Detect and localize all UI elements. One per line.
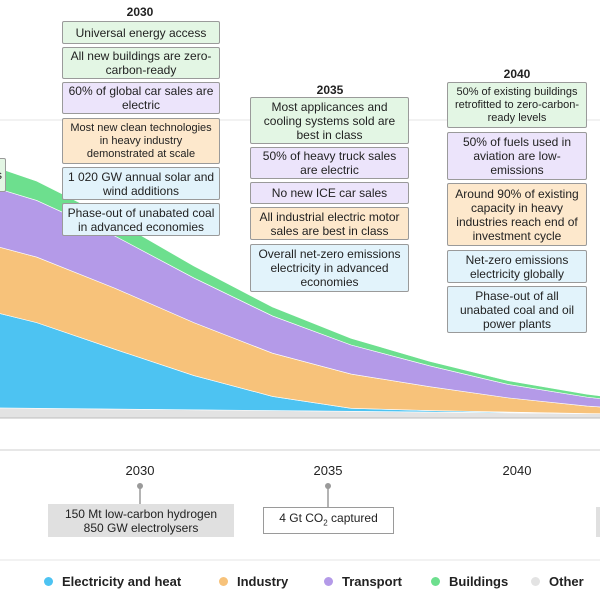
year-heading-2040: 2040 xyxy=(503,67,531,81)
x-tick-label: 2040 xyxy=(502,463,532,478)
milestone-2040-3: Around 90% of existing capacity in heavy… xyxy=(447,183,587,246)
ccus-prefix: 4 Gt CO xyxy=(279,510,324,525)
legend-swatch xyxy=(431,577,440,586)
ccus-connector-dot xyxy=(325,483,331,489)
chart-legend: Electricity and heat Industry Transport … xyxy=(0,574,600,594)
ccus-note-text: 4 Gt CO2 captured xyxy=(279,511,378,530)
legend-label: Buildings xyxy=(449,574,509,589)
x-tick-label: 2035 xyxy=(313,463,343,478)
milestone-2035-3: No new ICE car sales xyxy=(250,182,409,204)
milestone-2040-1: 50% of existing buildings retrofitted to… xyxy=(447,82,587,128)
milestone-text: 1 020 GW annual solar and wind additions xyxy=(67,169,215,198)
legend-item-buildings: Buildings xyxy=(431,574,508,589)
milestone-2035-5: Overall net-zero emissions electricity i… xyxy=(250,244,409,292)
milestone-2030-5: 1 020 GW annual solar and wind additions xyxy=(62,167,220,200)
legend-label: Electricity and heat xyxy=(62,574,182,589)
milestone-text: Around 90% of existing capacity in heavy… xyxy=(455,186,579,243)
ccus-note: 4 Gt CO2 captured xyxy=(263,507,394,534)
milestone-2040-4: Net-zero emissions electricity globally xyxy=(447,250,587,283)
milestone-2040-2: 50% of fuels used in aviation are low-em… xyxy=(447,132,587,180)
chart-areas xyxy=(0,168,600,419)
milestone-2035-4: All industrial electric motor sales are … xyxy=(250,207,409,240)
hydrogen-connector-dot xyxy=(137,483,143,489)
milestone-text: Most applicances and cooling systems sol… xyxy=(263,99,396,142)
legend-swatch xyxy=(219,577,228,586)
milestone-text: 60% of global car sales are electric xyxy=(68,84,214,112)
legend-item-other: Other xyxy=(531,574,584,589)
milestone-text: All industrial electric motor sales are … xyxy=(259,209,400,238)
year-heading-2030: 2030 xyxy=(126,5,154,19)
legend-label: Other xyxy=(549,574,584,589)
hydrogen-note: 150 Mt low-carbon hydrogen 850 GW electr… xyxy=(48,504,234,537)
milestone-text: Phase-out of all unabated coal and oil p… xyxy=(459,288,575,331)
milestone-2035-2: 50% of heavy truck sales are electric xyxy=(250,147,409,179)
legend-item-electricity: Electricity and heat xyxy=(44,574,181,589)
right-clipped-note xyxy=(596,507,600,537)
legend-swatch xyxy=(44,577,53,586)
milestone-2030-6: Phase-out of unabated coal in advanced e… xyxy=(62,203,220,236)
hydrogen-note-line1: 150 Mt low-carbon hydrogen xyxy=(64,506,218,521)
milestone-2030-4: Most new clean technologies in heavy ind… xyxy=(62,118,220,164)
milestone-text: Overall net-zero emissions electricity i… xyxy=(258,247,401,289)
legend-item-industry: Industry xyxy=(219,574,288,589)
milestone-2035-1: Most applicances and cooling systems sol… xyxy=(250,97,409,144)
year-heading-2035: 2035 xyxy=(316,83,344,97)
milestone-text: 50% of heavy truck sales are electric xyxy=(262,149,397,177)
legend-swatch xyxy=(531,577,540,586)
milestone-2030-3: 60% of global car sales are electric xyxy=(62,82,220,114)
area-series-buildings xyxy=(0,168,600,399)
milestone-text: 50% of existing buildings retrofitted to… xyxy=(454,85,580,124)
milestone-text: All new buildings are zero-carbon-ready xyxy=(70,49,212,77)
legend-label: Transport xyxy=(342,574,402,589)
legend-label: Industry xyxy=(237,574,289,589)
ccus-subscript: 2 xyxy=(323,518,328,528)
milestone-text: 50% of fuels used in aviation are low-em… xyxy=(462,135,572,177)
legend-swatch xyxy=(324,577,333,586)
x-tick-label: 2030 xyxy=(125,463,155,478)
milestone-text: Phase-out of unabated coal in advanced e… xyxy=(67,205,215,234)
milestone-2030-2: All new buildings are zero-carbon-ready xyxy=(62,47,220,79)
milestone-text: Universal energy access xyxy=(75,25,207,40)
legend-item-transport: Transport xyxy=(324,574,402,589)
milestone-2030-1: Universal energy access xyxy=(62,21,220,44)
hydrogen-note-line2: 850 GW electrolysers xyxy=(83,520,199,535)
left-clipped-box: s xyxy=(0,158,6,192)
milestone-text: Net-zero emissions electricity globally xyxy=(465,252,569,281)
ccus-suffix: captured xyxy=(327,510,378,525)
milestone-2040-5: Phase-out of all unabated coal and oil p… xyxy=(447,286,587,333)
left-clipped-box-text: s xyxy=(0,168,2,182)
milestone-text: Most new clean technologies in heavy ind… xyxy=(70,121,212,160)
milestone-text: No new ICE car sales xyxy=(271,186,388,200)
